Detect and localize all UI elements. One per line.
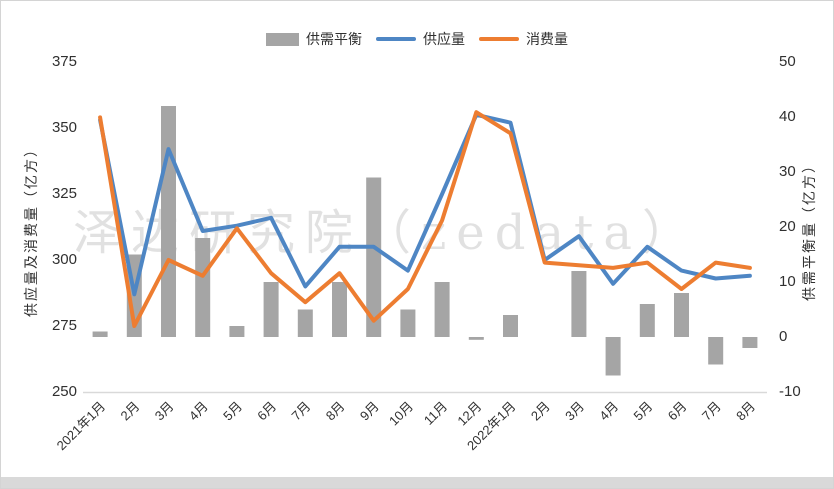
left-axis-tick: 325 <box>51 185 77 202</box>
balance-bar <box>708 337 724 365</box>
x-tick-label: 7月 <box>699 399 724 424</box>
left-axis-tick: 275 <box>51 317 77 334</box>
balance-bar <box>742 337 758 348</box>
balance-bar <box>400 309 416 337</box>
consumption-swatch-icon <box>479 37 519 41</box>
x-tick-label: 5月 <box>631 399 656 424</box>
balance-bar <box>434 282 450 337</box>
x-tick-label: 7月 <box>289 399 314 424</box>
consumption-line <box>98 110 752 328</box>
right-axis-tick: 10 <box>779 273 796 290</box>
x-tick-label: 4月 <box>186 399 211 424</box>
right-axis-tick: 50 <box>779 53 796 70</box>
x-tick-label: 2月 <box>528 399 553 424</box>
balance-bar <box>297 309 313 337</box>
balance-bar <box>229 326 245 337</box>
legend-item-balance: 供需平衡 <box>266 29 362 49</box>
supply-line <box>98 112 752 297</box>
legend-item-supply: 供应量 <box>376 29 465 49</box>
balance-bar <box>503 315 518 337</box>
legend-item-consumption: 消费量 <box>479 29 568 49</box>
balance-bar <box>92 331 108 337</box>
left-axis-tick: 300 <box>51 251 77 268</box>
x-tick-label: 3月 <box>562 399 587 424</box>
left-axis-tick: 250 <box>51 383 77 400</box>
legend-label-consumption: 消费量 <box>526 31 568 47</box>
balance-bar <box>263 282 279 337</box>
x-tick-label: 5月 <box>220 399 245 424</box>
x-tick-label: 4月 <box>596 399 621 424</box>
right-axis-tick: -10 <box>779 383 801 400</box>
x-tick-label: 6月 <box>665 399 690 424</box>
right-axis-tick: 30 <box>779 163 796 180</box>
balance-bar <box>605 337 621 376</box>
balance-bar <box>332 282 347 337</box>
bottom-strip <box>1 477 833 488</box>
x-tick-label: 10月 <box>386 399 416 429</box>
legend: 供需平衡 供应量 消费量 <box>1 29 833 49</box>
balance-bar <box>571 271 587 337</box>
x-tick-label: 8月 <box>733 399 758 424</box>
legend-label-balance: 供需平衡 <box>306 31 362 47</box>
legend-label-supply: 供应量 <box>423 31 465 47</box>
balance-bar <box>674 293 689 337</box>
balance-bar <box>195 238 211 337</box>
x-tick-label: 9月 <box>357 399 382 424</box>
left-axis-tick: 350 <box>51 119 77 136</box>
balance-bar <box>366 177 382 337</box>
x-tick-label: 8月 <box>323 399 348 424</box>
right-axis-tick: 40 <box>779 108 796 125</box>
right-axis-tick: 20 <box>779 218 796 235</box>
x-tick-label: 2月 <box>118 399 143 424</box>
x-tick-label: 2021年1月 <box>54 399 109 454</box>
x-tick-label: 3月 <box>152 399 177 424</box>
balance-bar <box>161 106 176 337</box>
balance-swatch-icon <box>266 32 299 46</box>
x-tick-label: 6月 <box>254 399 279 424</box>
right-axis-tick: 0 <box>779 328 788 345</box>
x-tick-label: 11月 <box>421 399 450 428</box>
left-axis-tick: 375 <box>51 53 77 70</box>
balance-bar <box>468 337 484 340</box>
supply-swatch-icon <box>376 37 416 41</box>
balance-bar <box>639 304 655 337</box>
x-tick-label: 12月 <box>454 399 484 429</box>
